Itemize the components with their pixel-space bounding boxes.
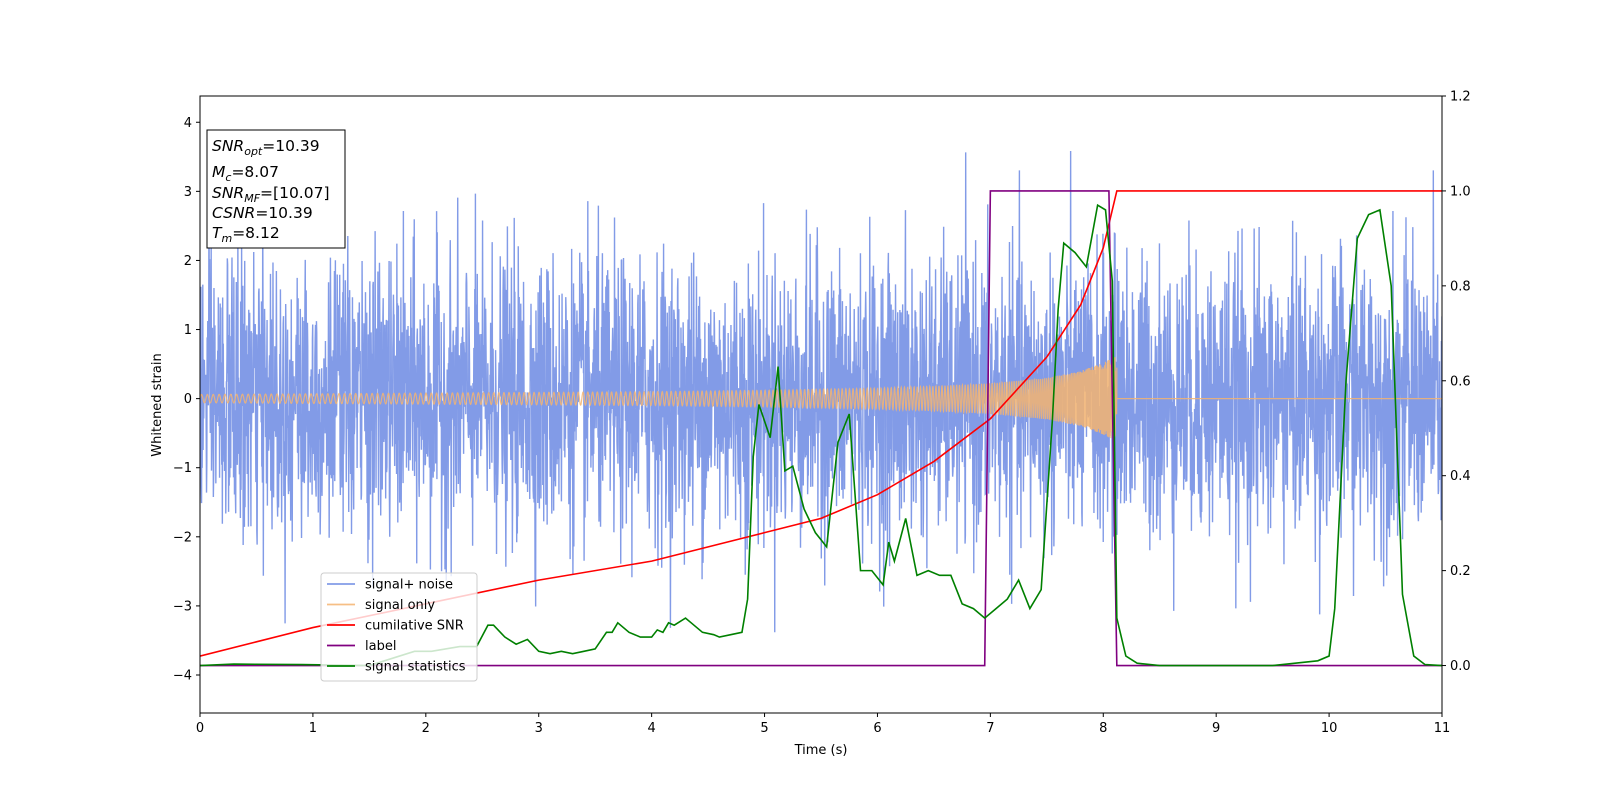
annotation-line: CSNR=10.39	[212, 204, 313, 222]
y-tick-label-left: −1	[173, 461, 192, 476]
x-ticks: 0 1 2 3 4 5 6 7 8 9 10 11	[196, 713, 1450, 736]
y-tick-label-right: 0.6	[1450, 374, 1471, 389]
y-ticks-right: 0.0 0.2 0.4 0.6 0.8 1.0 1.2	[1442, 90, 1471, 674]
legend-entry: signal statistics	[327, 660, 466, 675]
annotation-line: SNRopt=10.39	[212, 137, 320, 158]
series-signal-noise	[200, 151, 1442, 633]
legend-label: label	[365, 639, 396, 654]
x-tick-label: 5	[760, 721, 768, 736]
y-tick-label-left: 0	[184, 392, 192, 407]
x-tick-label: 2	[422, 721, 430, 736]
y-tick-label-left: 3	[184, 185, 192, 200]
x-tick-label: 3	[535, 721, 543, 736]
annotation-box: SNRopt=10.39 Mc=8.07 SNRMF=[10.07] CSNR=…	[206, 129, 346, 249]
legend-label: signal only	[365, 598, 435, 613]
y-tick-label-right: 1.0	[1450, 184, 1471, 199]
x-tick-label: 1	[309, 721, 317, 736]
annotation-line: Mc=8.07	[212, 163, 279, 184]
y-tick-label-left: −3	[173, 599, 192, 614]
x-tick-label: 7	[986, 721, 994, 736]
x-tick-label: 8	[1099, 721, 1107, 736]
y-tick-label-right: 0.8	[1450, 279, 1471, 294]
x-tick-label: 9	[1212, 721, 1220, 736]
series-signal-statistics	[200, 203, 1442, 667]
legend: signal+ noise signal only cumilative SNR la…	[320, 572, 478, 682]
y-tick-label-left: 1	[184, 323, 192, 338]
y-tick-label-left: 4	[184, 116, 192, 131]
y-axis-label: Whitened strain	[150, 353, 165, 456]
x-tick-label: 4	[647, 721, 655, 736]
legend-entry: cumilative SNR	[327, 619, 464, 634]
annotation-line: Tm=8.12	[212, 224, 280, 245]
legend-label: signal+ noise	[365, 578, 453, 593]
y-tick-label-left: −4	[173, 668, 192, 683]
y-tick-label-right: 0.2	[1450, 564, 1471, 579]
x-tick-label: 11	[1434, 721, 1451, 736]
series-signal-only	[200, 356, 1442, 439]
x-tick-label: 0	[196, 721, 204, 736]
legend-entry: label	[327, 639, 396, 654]
x-tick-label: 10	[1321, 721, 1338, 736]
annotation-frame	[206, 129, 346, 249]
legend-entry: signal+ noise	[327, 578, 453, 593]
legend-label: signal statistics	[365, 660, 466, 675]
legend-label: cumilative SNR	[365, 619, 464, 634]
y-tick-label-left: 2	[184, 254, 192, 269]
y-tick-label-right: 1.2	[1450, 90, 1471, 105]
y-tick-label-right: 0.4	[1450, 469, 1471, 484]
plot-frame	[199, 95, 1443, 714]
x-axis-label: Time (s)	[794, 743, 848, 758]
legend-frame	[320, 572, 478, 682]
y-tick-label-left: −2	[173, 530, 192, 545]
x-tick-label: 6	[873, 721, 881, 736]
y-tick-label-right: 0.0	[1450, 659, 1471, 674]
annotation-line: SNRMF=[10.07]	[212, 184, 330, 205]
legend-entry: signal only	[327, 598, 435, 613]
y-ticks-left: −4 −3 −2 −1 0 1 2 3 4	[173, 116, 200, 683]
